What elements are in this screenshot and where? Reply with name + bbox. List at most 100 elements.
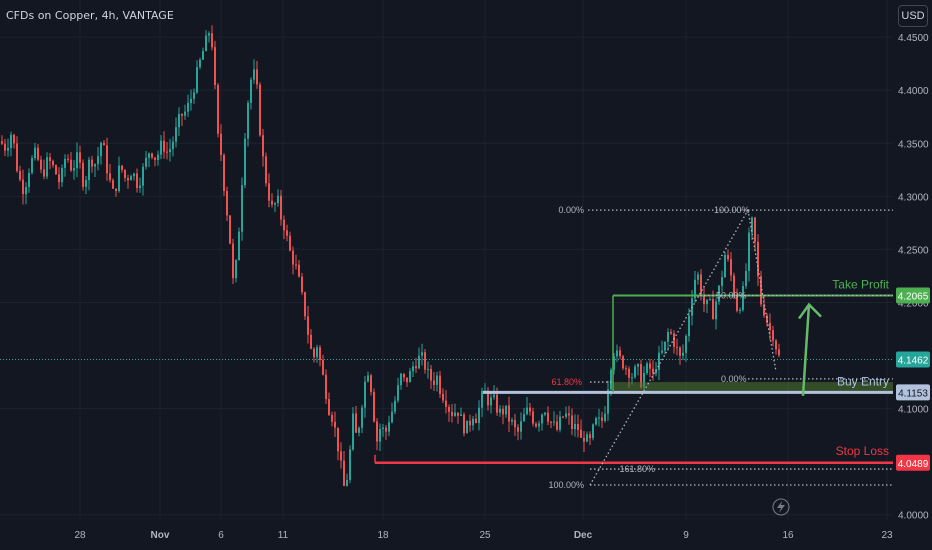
fib-label: 161.80% xyxy=(619,464,655,474)
currency-button[interactable]: USD xyxy=(898,5,928,27)
candle-body xyxy=(709,299,711,301)
x-tick-label: 6 xyxy=(218,530,224,541)
candle-body xyxy=(520,421,522,432)
candle-body xyxy=(721,277,723,286)
candle-body xyxy=(586,434,588,442)
candle-body xyxy=(646,363,648,374)
candle-body xyxy=(13,134,15,144)
candle-body xyxy=(307,316,309,335)
price-tag-box xyxy=(896,287,930,304)
price-tag-label: 4.0489 xyxy=(898,459,929,470)
candle-body xyxy=(64,158,66,168)
candle-body xyxy=(292,250,294,265)
candle-body xyxy=(211,33,213,48)
candle-body xyxy=(739,309,741,311)
candle-body xyxy=(346,479,348,486)
candle-body xyxy=(487,390,489,406)
candle-body xyxy=(394,400,396,412)
candle-body xyxy=(538,423,540,427)
target-arrow xyxy=(801,304,811,396)
candle-body xyxy=(652,368,654,374)
candle-body xyxy=(316,347,318,358)
candle-body xyxy=(553,421,555,423)
candle-body xyxy=(379,428,381,442)
fib-label: 100.00% xyxy=(714,205,750,215)
candle-body xyxy=(649,363,651,369)
candle-body xyxy=(115,188,117,192)
drawings: 0.00% 100.00% 50.00% 0.00% 61.80% 161.80% 100.… xyxy=(0,205,893,490)
candle-body xyxy=(100,142,102,157)
candle-body xyxy=(418,355,420,369)
candle-body xyxy=(769,322,771,331)
price-tag-label: 4.1462 xyxy=(898,356,929,367)
candle-body xyxy=(682,352,684,356)
candle-body xyxy=(508,405,510,422)
candle-body xyxy=(175,127,177,142)
fib-label: 0.00% xyxy=(721,374,747,384)
candle-body xyxy=(463,414,465,434)
candle-body xyxy=(181,114,183,116)
y-tick-label: 4.1000 xyxy=(898,405,929,416)
candle-body xyxy=(139,185,141,189)
candle-body xyxy=(502,408,504,415)
candle-body xyxy=(658,352,660,370)
candle-body xyxy=(580,429,582,438)
candle-body xyxy=(457,412,459,416)
candle-body xyxy=(352,413,354,450)
candle-body xyxy=(751,217,753,233)
candle-body xyxy=(607,389,609,414)
candle-body xyxy=(673,333,675,347)
candle-body xyxy=(154,157,156,160)
candle-body xyxy=(241,185,243,232)
candle-body xyxy=(94,164,96,167)
candle-body xyxy=(667,331,669,342)
candle-body xyxy=(679,347,681,356)
candle-body xyxy=(358,427,360,433)
candle-body xyxy=(220,133,222,155)
candle-body xyxy=(454,412,456,416)
x-tick-label: 28 xyxy=(74,530,86,541)
candle-body xyxy=(124,169,126,178)
candle-body xyxy=(733,275,735,296)
candle-body xyxy=(163,140,165,152)
candle-body xyxy=(58,174,60,183)
candle-body xyxy=(382,427,384,429)
candle-body xyxy=(205,35,207,51)
candle-body xyxy=(178,114,180,128)
candle-body xyxy=(634,366,636,378)
candle-body xyxy=(145,157,147,167)
candle-body xyxy=(289,235,291,251)
candle-body xyxy=(517,427,519,432)
candle-body xyxy=(595,418,597,425)
candle-body xyxy=(490,397,492,406)
candle-body xyxy=(88,159,90,181)
candle-body xyxy=(277,195,279,204)
candle-body xyxy=(712,299,714,320)
candle-body xyxy=(142,166,144,186)
candle-body xyxy=(406,377,408,383)
candle-body xyxy=(199,59,201,68)
candle-body xyxy=(772,330,774,341)
candle-body xyxy=(631,377,633,379)
candle-body xyxy=(202,50,204,60)
candle-body xyxy=(688,315,690,337)
candle-body xyxy=(655,369,657,374)
price-tag-label: 4.2065 xyxy=(898,292,929,303)
candle-body xyxy=(274,203,276,205)
candle-body xyxy=(127,177,129,181)
y-tick-label: 4.4500 xyxy=(898,33,929,44)
candle-body xyxy=(451,411,453,416)
candle-body xyxy=(304,292,306,317)
candle-body xyxy=(532,411,534,424)
y-tick-label: 4.2000 xyxy=(898,298,929,309)
candle-body xyxy=(601,417,603,421)
candle-body xyxy=(643,373,645,388)
candle-body xyxy=(226,190,228,216)
candle-body xyxy=(661,350,663,353)
candle-body xyxy=(34,147,36,159)
candle-body xyxy=(544,412,546,415)
x-tick-label: Nov xyxy=(151,530,170,541)
candle-body xyxy=(541,414,543,424)
candle-body xyxy=(28,172,30,188)
